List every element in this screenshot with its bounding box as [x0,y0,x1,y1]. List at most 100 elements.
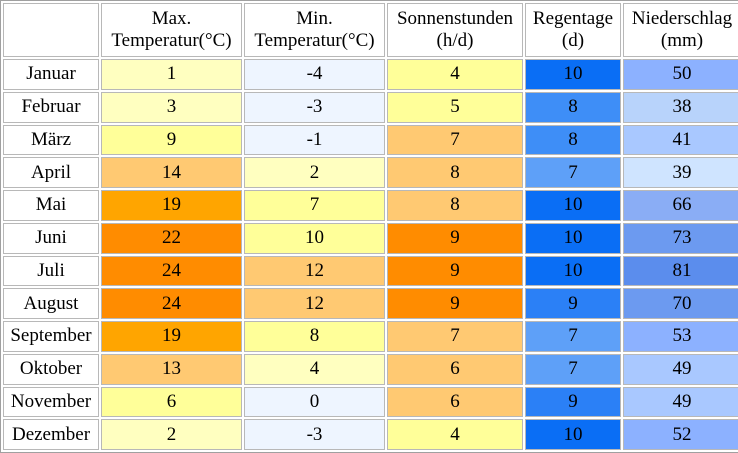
precipitation-cell: 66 [623,190,738,221]
header-sunshine: Sonnenstunden (h/d) [387,3,523,57]
min-temp-cell: 10 [244,222,385,254]
header-rain-days-line1: Regentage [532,8,614,29]
sunshine-cell: 9 [387,255,523,287]
table-row: September 19 8 7 7 53 [3,321,738,352]
header-month [3,3,99,57]
sunshine-cell: 6 [387,386,523,418]
month-label: Februar [3,91,99,123]
max-temp-cell: 13 [101,353,242,385]
rain-days-cell: 9 [525,288,621,319]
precipitation-cell: 52 [623,419,738,450]
sunshine-cell: 5 [387,91,523,123]
sunshine-cell: 7 [387,321,523,352]
precipitation-cell: 50 [623,59,738,90]
max-temp-cell: 3 [101,91,242,123]
min-temp-cell: 12 [244,255,385,287]
rain-days-cell: 10 [525,419,621,450]
min-temp-cell: 7 [244,190,385,221]
header-max-temp-line2: Temperatur(°C) [111,30,232,51]
table-row: Dezember 2 -3 4 10 52 [3,419,738,450]
min-temp-cell: 2 [244,157,385,188]
header-rain-days-line2: (d) [561,30,585,51]
sunshine-cell: 7 [387,124,523,156]
month-label: April [3,157,99,188]
header-max-temp-line1: Max. [151,8,192,29]
header-min-temp-line1: Min. [296,8,333,29]
min-temp-cell: 4 [244,353,385,385]
header-row: Max. Temperatur(°C) Min. Temperatur(°C) … [3,3,738,57]
month-label: Januar [3,59,99,90]
rain-days-cell: 9 [525,386,621,418]
precipitation-cell: 39 [623,157,738,188]
sunshine-cell: 8 [387,190,523,221]
rain-days-cell: 10 [525,222,621,254]
precipitation-cell: 41 [623,124,738,156]
max-temp-cell: 9 [101,124,242,156]
table-row: Juni 22 10 9 10 73 [3,222,738,254]
sunshine-cell: 6 [387,353,523,385]
month-label: Juni [3,222,99,254]
header-sunshine-line2: (h/d) [436,30,474,51]
month-label: September [3,321,99,352]
sunshine-cell: 9 [387,222,523,254]
header-precipitation-line2: (mm) [660,30,704,51]
rain-days-cell: 7 [525,157,621,188]
max-temp-cell: 14 [101,157,242,188]
month-label: Dezember [3,419,99,450]
month-label: Oktober [3,353,99,385]
rain-days-cell: 10 [525,255,621,287]
rain-days-cell: 8 [525,124,621,156]
max-temp-cell: 2 [101,419,242,450]
max-temp-cell: 1 [101,59,242,90]
min-temp-cell: 0 [244,386,385,418]
max-temp-cell: 19 [101,190,242,221]
table-row: Februar 3 -3 5 8 38 [3,91,738,123]
sunshine-cell: 8 [387,157,523,188]
month-label: März [3,124,99,156]
month-label: November [3,386,99,418]
table-row: Januar 1 -4 4 10 50 [3,59,738,90]
table-row: März 9 -1 7 8 41 [3,124,738,156]
precipitation-cell: 53 [623,321,738,352]
precipitation-cell: 38 [623,91,738,123]
max-temp-cell: 24 [101,288,242,319]
sunshine-cell: 4 [387,59,523,90]
precipitation-cell: 73 [623,222,738,254]
rain-days-cell: 8 [525,91,621,123]
table-row: Oktober 13 4 6 7 49 [3,353,738,385]
header-precipitation-line1: Niederschlag [631,8,733,29]
month-label: August [3,288,99,319]
rain-days-cell: 10 [525,59,621,90]
rain-days-cell: 7 [525,321,621,352]
max-temp-cell: 22 [101,222,242,254]
precipitation-cell: 49 [623,353,738,385]
precipitation-cell: 49 [623,386,738,418]
min-temp-cell: -3 [244,91,385,123]
climate-table-body: Januar 1 -4 4 10 50 Februar 3 -3 5 8 38 März 9 -1 7 8 41 A… [3,59,738,450]
rain-days-cell: 10 [525,190,621,221]
header-rain-days: Regentage (d) [525,3,621,57]
min-temp-cell: -4 [244,59,385,90]
rain-days-cell: 7 [525,353,621,385]
header-sunshine-line1: Sonnenstunden [396,8,514,29]
table-row: August 24 12 9 9 70 [3,288,738,319]
climate-table-header: Max. Temperatur(°C) Min. Temperatur(°C) … [3,3,738,57]
sunshine-cell: 9 [387,288,523,319]
max-temp-cell: 6 [101,386,242,418]
table-row: November 6 0 6 9 49 [3,386,738,418]
precipitation-cell: 81 [623,255,738,287]
table-row: Juli 24 12 9 10 81 [3,255,738,287]
min-temp-cell: -3 [244,419,385,450]
sunshine-cell: 4 [387,419,523,450]
month-label: Juli [3,255,99,287]
header-precipitation: Niederschlag (mm) [623,3,738,57]
min-temp-cell: -1 [244,124,385,156]
table-row: Mai 19 7 8 10 66 [3,190,738,221]
month-label: Mai [3,190,99,221]
table-row: April 14 2 8 7 39 [3,157,738,188]
max-temp-cell: 19 [101,321,242,352]
min-temp-cell: 8 [244,321,385,352]
max-temp-cell: 24 [101,255,242,287]
precipitation-cell: 70 [623,288,738,319]
